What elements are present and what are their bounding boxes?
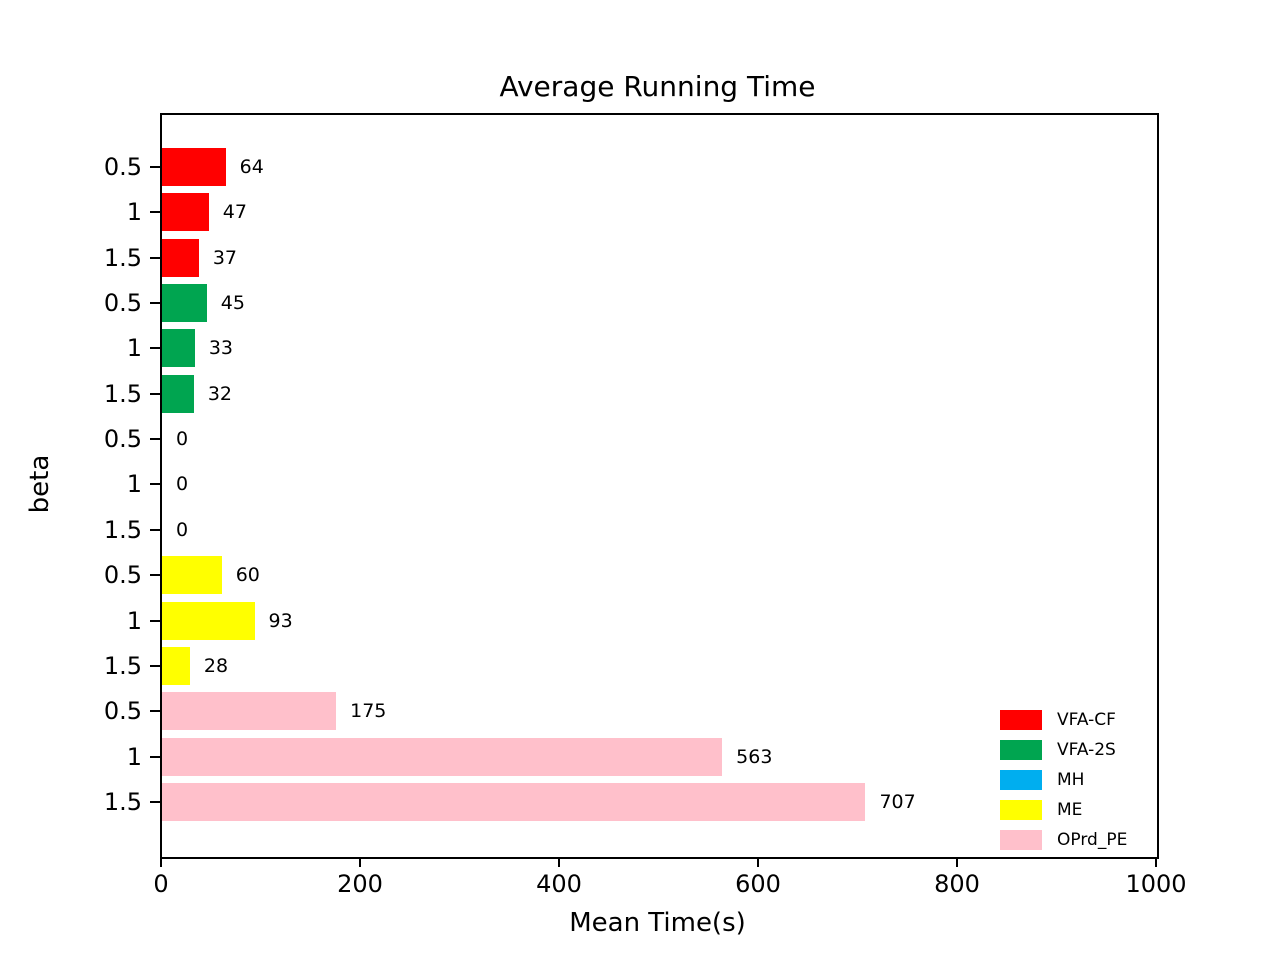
- x-tick-label: 600: [735, 870, 781, 898]
- x-tick-mark: [359, 857, 361, 867]
- bar-value-label: 0: [176, 473, 189, 496]
- y-axis-label: beta: [25, 454, 55, 514]
- y-tick-label: 1: [126, 334, 142, 363]
- bar-value-label: 60: [235, 564, 260, 587]
- y-tick-mark: [150, 256, 160, 259]
- bar-value-label: 37: [212, 246, 237, 269]
- legend-item-OPrd_PE: OPrd_PE: [1000, 825, 1150, 855]
- x-axis-label: Mean Time(s): [569, 908, 746, 938]
- bar-VFA-CF-0.5: [162, 148, 226, 186]
- x-tick-mark: [757, 857, 759, 867]
- legend-label: OPrd_PE: [1057, 830, 1128, 850]
- y-tick-mark: [150, 755, 160, 758]
- y-tick-mark: [150, 438, 160, 441]
- bar-value-label: 0: [176, 428, 189, 451]
- bar-OPrd_PE-1: [162, 737, 723, 776]
- legend-label: VFA-CF: [1057, 710, 1116, 730]
- bar-value-label: 707: [879, 790, 916, 813]
- y-tick-label: 0.5: [103, 289, 142, 318]
- x-tick-label: 200: [337, 870, 383, 898]
- legend-label: ME: [1057, 800, 1083, 820]
- y-tick-mark: [150, 574, 160, 577]
- y-tick-mark: [150, 528, 160, 531]
- bar-value-label: 32: [207, 382, 233, 405]
- plot-area: [160, 113, 1159, 859]
- x-tick-mark: [160, 857, 162, 867]
- y-tick-label: 1.5: [103, 243, 142, 272]
- bar-OPrd_PE-1.5: [162, 782, 866, 821]
- y-tick-mark: [150, 347, 160, 350]
- y-tick-label: 1: [126, 198, 142, 227]
- bar-VFA-2S-1.5: [162, 374, 194, 413]
- legend-swatch-icon: [1000, 770, 1042, 790]
- y-tick-mark: [150, 483, 160, 486]
- legend-swatch-icon: [1000, 830, 1042, 850]
- bar-VFA-CF-1: [162, 193, 209, 232]
- bar-OPrd_PE-0.5: [162, 692, 337, 731]
- y-tick-label: 1: [126, 470, 142, 499]
- y-tick-label: 0.5: [103, 697, 142, 726]
- x-tick-label: 800: [934, 870, 980, 898]
- y-tick-label: 1: [126, 742, 142, 771]
- legend-label: MH: [1057, 770, 1085, 790]
- bar-value-label: 33: [208, 337, 234, 360]
- y-tick-mark: [150, 302, 160, 305]
- legend-swatch-icon: [1000, 710, 1042, 730]
- bar-VFA-2S-0.5: [162, 284, 207, 323]
- bar-value-label: 64: [239, 156, 264, 178]
- bar-value-label: 175: [350, 700, 387, 723]
- legend-item-MH: MH: [1000, 765, 1150, 795]
- y-tick-mark: [150, 664, 160, 667]
- x-tick-label: 400: [536, 870, 582, 898]
- bar-VFA-2S-1: [162, 329, 195, 368]
- bar-ME-0.5: [162, 556, 222, 595]
- x-tick-label: 1000: [1125, 870, 1187, 898]
- x-tick-label: 0: [153, 870, 169, 898]
- bar-value-label: 0: [176, 518, 189, 541]
- y-tick-label: 1.5: [103, 787, 142, 816]
- x-tick-mark: [956, 857, 958, 867]
- bar-value-label: 28: [203, 654, 229, 677]
- bar-value-label: 93: [268, 609, 293, 632]
- chart-title: Average Running Time: [499, 70, 816, 103]
- legend-item-VFA-CF: VFA-CF: [1000, 705, 1150, 735]
- x-tick-mark: [1155, 857, 1157, 867]
- legend: VFA-CF VFA-2S MH ME OPrd_PE: [1000, 705, 1150, 855]
- bar-ME-1.5: [162, 646, 190, 685]
- y-tick-mark: [150, 166, 160, 168]
- y-tick-label: 1.5: [103, 379, 142, 408]
- bar-value-label: 45: [220, 292, 245, 315]
- y-tick-mark: [150, 710, 160, 713]
- bar-value-label: 47: [222, 201, 247, 224]
- bar-ME-1: [162, 601, 255, 640]
- legend-swatch-icon: [1000, 740, 1042, 760]
- x-tick-mark: [558, 857, 560, 867]
- y-tick-label: 1: [126, 606, 142, 635]
- legend-label: VFA-2S: [1057, 740, 1116, 760]
- y-tick-mark: [150, 211, 160, 214]
- legend-swatch-icon: [1000, 800, 1042, 820]
- bar-VFA-CF-1.5: [162, 238, 199, 277]
- legend-item-VFA-2S: VFA-2S: [1000, 735, 1150, 765]
- y-tick-mark: [150, 800, 160, 803]
- y-tick-label: 0.5: [103, 153, 142, 181]
- y-tick-mark: [150, 619, 160, 622]
- y-tick-label: 0.5: [103, 425, 142, 454]
- bar-value-label: 563: [736, 745, 773, 768]
- legend-item-ME: ME: [1000, 795, 1150, 825]
- y-tick-label: 1.5: [103, 651, 142, 680]
- y-tick-label: 0.5: [103, 561, 142, 590]
- y-tick-mark: [150, 392, 160, 395]
- y-tick-label: 1.5: [103, 515, 142, 544]
